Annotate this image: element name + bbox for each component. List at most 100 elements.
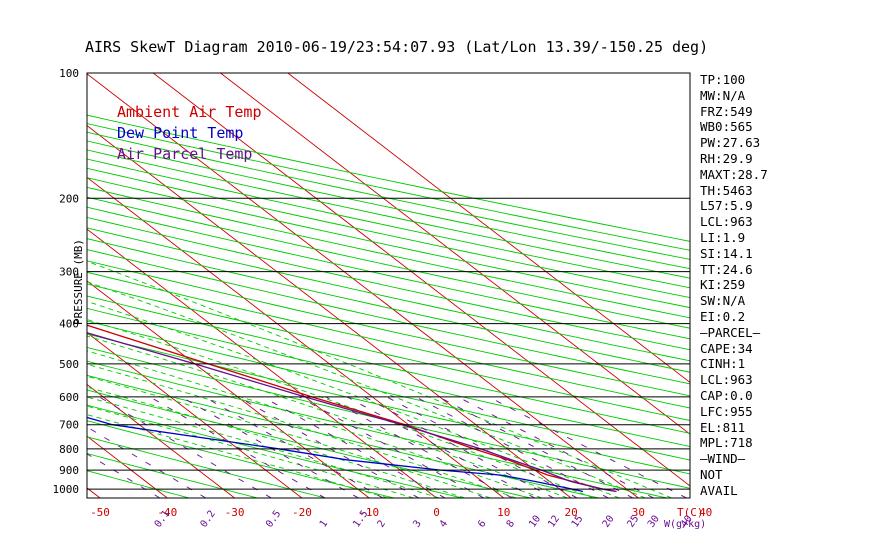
stat-item: TP:100: [700, 72, 746, 87]
dry-adiabat-line: [87, 177, 690, 309]
dry-adiabat-line: [87, 196, 690, 329]
mixing-ratio-tick-label: 10: [527, 514, 543, 530]
stat-item: LFC:955: [700, 403, 753, 419]
stat-item: TH:5463: [700, 182, 753, 198]
y-axis-label: PRESSURE (MB): [72, 239, 85, 325]
isotherm-line: [87, 332, 303, 498]
bottom-temp-tick-label: 40: [699, 506, 712, 519]
stat-item: LCL:963: [700, 214, 753, 230]
dry-adiabat-line: [87, 320, 690, 461]
stats-panel: TP:100 MW:N/A FRZ:549 WB0:565 PW:27.63 RH:29.…: [700, 72, 768, 499]
pressure-tick-label: 100: [59, 67, 79, 80]
stat-item: TT:24.6: [700, 261, 753, 277]
dry-adiabat-line: [87, 283, 690, 421]
series-line-1: [87, 324, 617, 493]
moist-adiabat-line: [87, 375, 491, 498]
stat-item: MAXT:28.7: [700, 166, 768, 182]
isotherm-line: [0, 73, 33, 498]
dry-adiabat-line: [87, 360, 668, 498]
dry-adiabat-line: [87, 123, 690, 251]
bottom-temp-tick-label: 0: [433, 506, 440, 519]
x-axis-label: T(C): [677, 506, 704, 519]
bottom-temp-tick-label: -20: [292, 506, 312, 519]
legend-entry: Dew Point Temp: [117, 124, 243, 142]
moist-adiabat-line: [87, 363, 517, 498]
mixing-ratio-tick-label: 12: [546, 514, 562, 530]
stat-item: LCL:963: [700, 372, 753, 388]
dry-adiabat-line: [87, 346, 690, 489]
isotherm-line: [220, 73, 690, 435]
dry-adiabat-line: [87, 389, 531, 498]
bottom-temp-tick-label: 20: [564, 506, 577, 519]
stat-item: MW:N/A: [700, 87, 746, 103]
mixing-ratio-tick-label: 2: [376, 518, 388, 529]
dry-adiabat-line: [87, 420, 395, 498]
plot-frame: [86, 72, 691, 499]
dry-adiabat-line: [87, 374, 599, 498]
dry-adiabat-line: [87, 186, 690, 319]
mixing-ratio-tick-label: 3: [411, 518, 423, 529]
mixing-ratio-line: [262, 396, 446, 498]
stat-item: NOT: [700, 466, 723, 482]
mixing-ratio-line: [87, 426, 206, 498]
dry-adiabat-line: [87, 260, 690, 397]
series-line-3: [87, 332, 617, 493]
bottom-temp-tick-label: -40: [157, 506, 177, 519]
mixing-ratio-line: [237, 396, 420, 498]
dry-adiabat-line: [87, 307, 690, 447]
stat-item: WB0:565: [700, 119, 753, 135]
stat-item: LI:1.9: [700, 229, 746, 245]
stat-item: EL:811: [700, 419, 746, 435]
pressure-tick-label: 1000: [53, 483, 80, 496]
dry-adiabat-line: [87, 271, 690, 409]
moist-adiabat-line: [87, 319, 594, 498]
chart-title: AIRS SkewT Diagram 2010-06-19/23:54:07.9…: [85, 38, 708, 56]
isotherm-line: [287, 73, 690, 383]
mixing-ratio-tick-label: 1: [318, 518, 330, 529]
stat-item: PW:27.63: [700, 135, 761, 151]
stat-item: SW:N/A: [700, 293, 746, 309]
mixing-ratio-line: [181, 396, 359, 498]
pressure-tick-label: 600: [59, 391, 79, 404]
stat-item: RH:29.9: [700, 150, 753, 166]
isotherm-line: [87, 383, 235, 498]
dry-adiabat-line: [87, 404, 463, 498]
moist-adiabat-line: [87, 335, 568, 498]
legend: Ambient Air Temp Dew Point Temp Air Parcel…: [117, 103, 262, 163]
stat-item: CAPE:34: [700, 340, 753, 356]
stat-item: MPL:718: [700, 435, 753, 451]
legend-entry: Ambient Air Temp: [117, 103, 262, 121]
mixing-ratio-tick-label: 4: [438, 518, 450, 529]
mixing-ratio-tick-label: 0.2: [199, 509, 218, 530]
bottom-temp-tick-label: -10: [359, 506, 379, 519]
mixing-ratio-tick-label: 30: [646, 514, 662, 530]
mixing-ratio-line: [457, 396, 654, 498]
bottom-temp-tick-label: -30: [225, 506, 245, 519]
mixing-ratio-line: [386, 396, 578, 498]
pressure-tick-label: 200: [59, 192, 79, 205]
plot-area: [0, 72, 691, 499]
mixing-ratio-tick-label: 6: [476, 518, 488, 529]
dry-adiabat-line: [87, 295, 690, 434]
bottom-temp-tick-label: -50: [90, 506, 110, 519]
stat-item: —PARCEL—: [700, 324, 761, 340]
isotherm-line: [87, 228, 437, 498]
stat-item: L57:5.9: [700, 198, 753, 214]
mixing-ratio-tick-label: 20: [601, 514, 617, 530]
stat-item: SI:14.1: [700, 245, 753, 261]
mixing-ratio-line: [98, 396, 272, 498]
isotherm-line: [152, 73, 690, 487]
moist-adiabat-line: [87, 260, 672, 498]
pressure-tick-label: 400: [59, 318, 79, 331]
dry-adiabat-line: [87, 158, 690, 289]
pressure-tick-label: 500: [59, 358, 79, 371]
bottom-temp-tick-label: 30: [632, 506, 645, 519]
stat-item: FRZ:549: [700, 103, 753, 119]
stat-item: KI:259: [700, 277, 746, 293]
dry-adiabat-line: [87, 131, 690, 260]
pressure-tick-label: 700: [59, 419, 79, 432]
pressure-tick-label: 800: [59, 443, 79, 456]
stat-item: CAP:0.0: [700, 387, 753, 403]
dry-adiabat-line: [87, 167, 690, 299]
